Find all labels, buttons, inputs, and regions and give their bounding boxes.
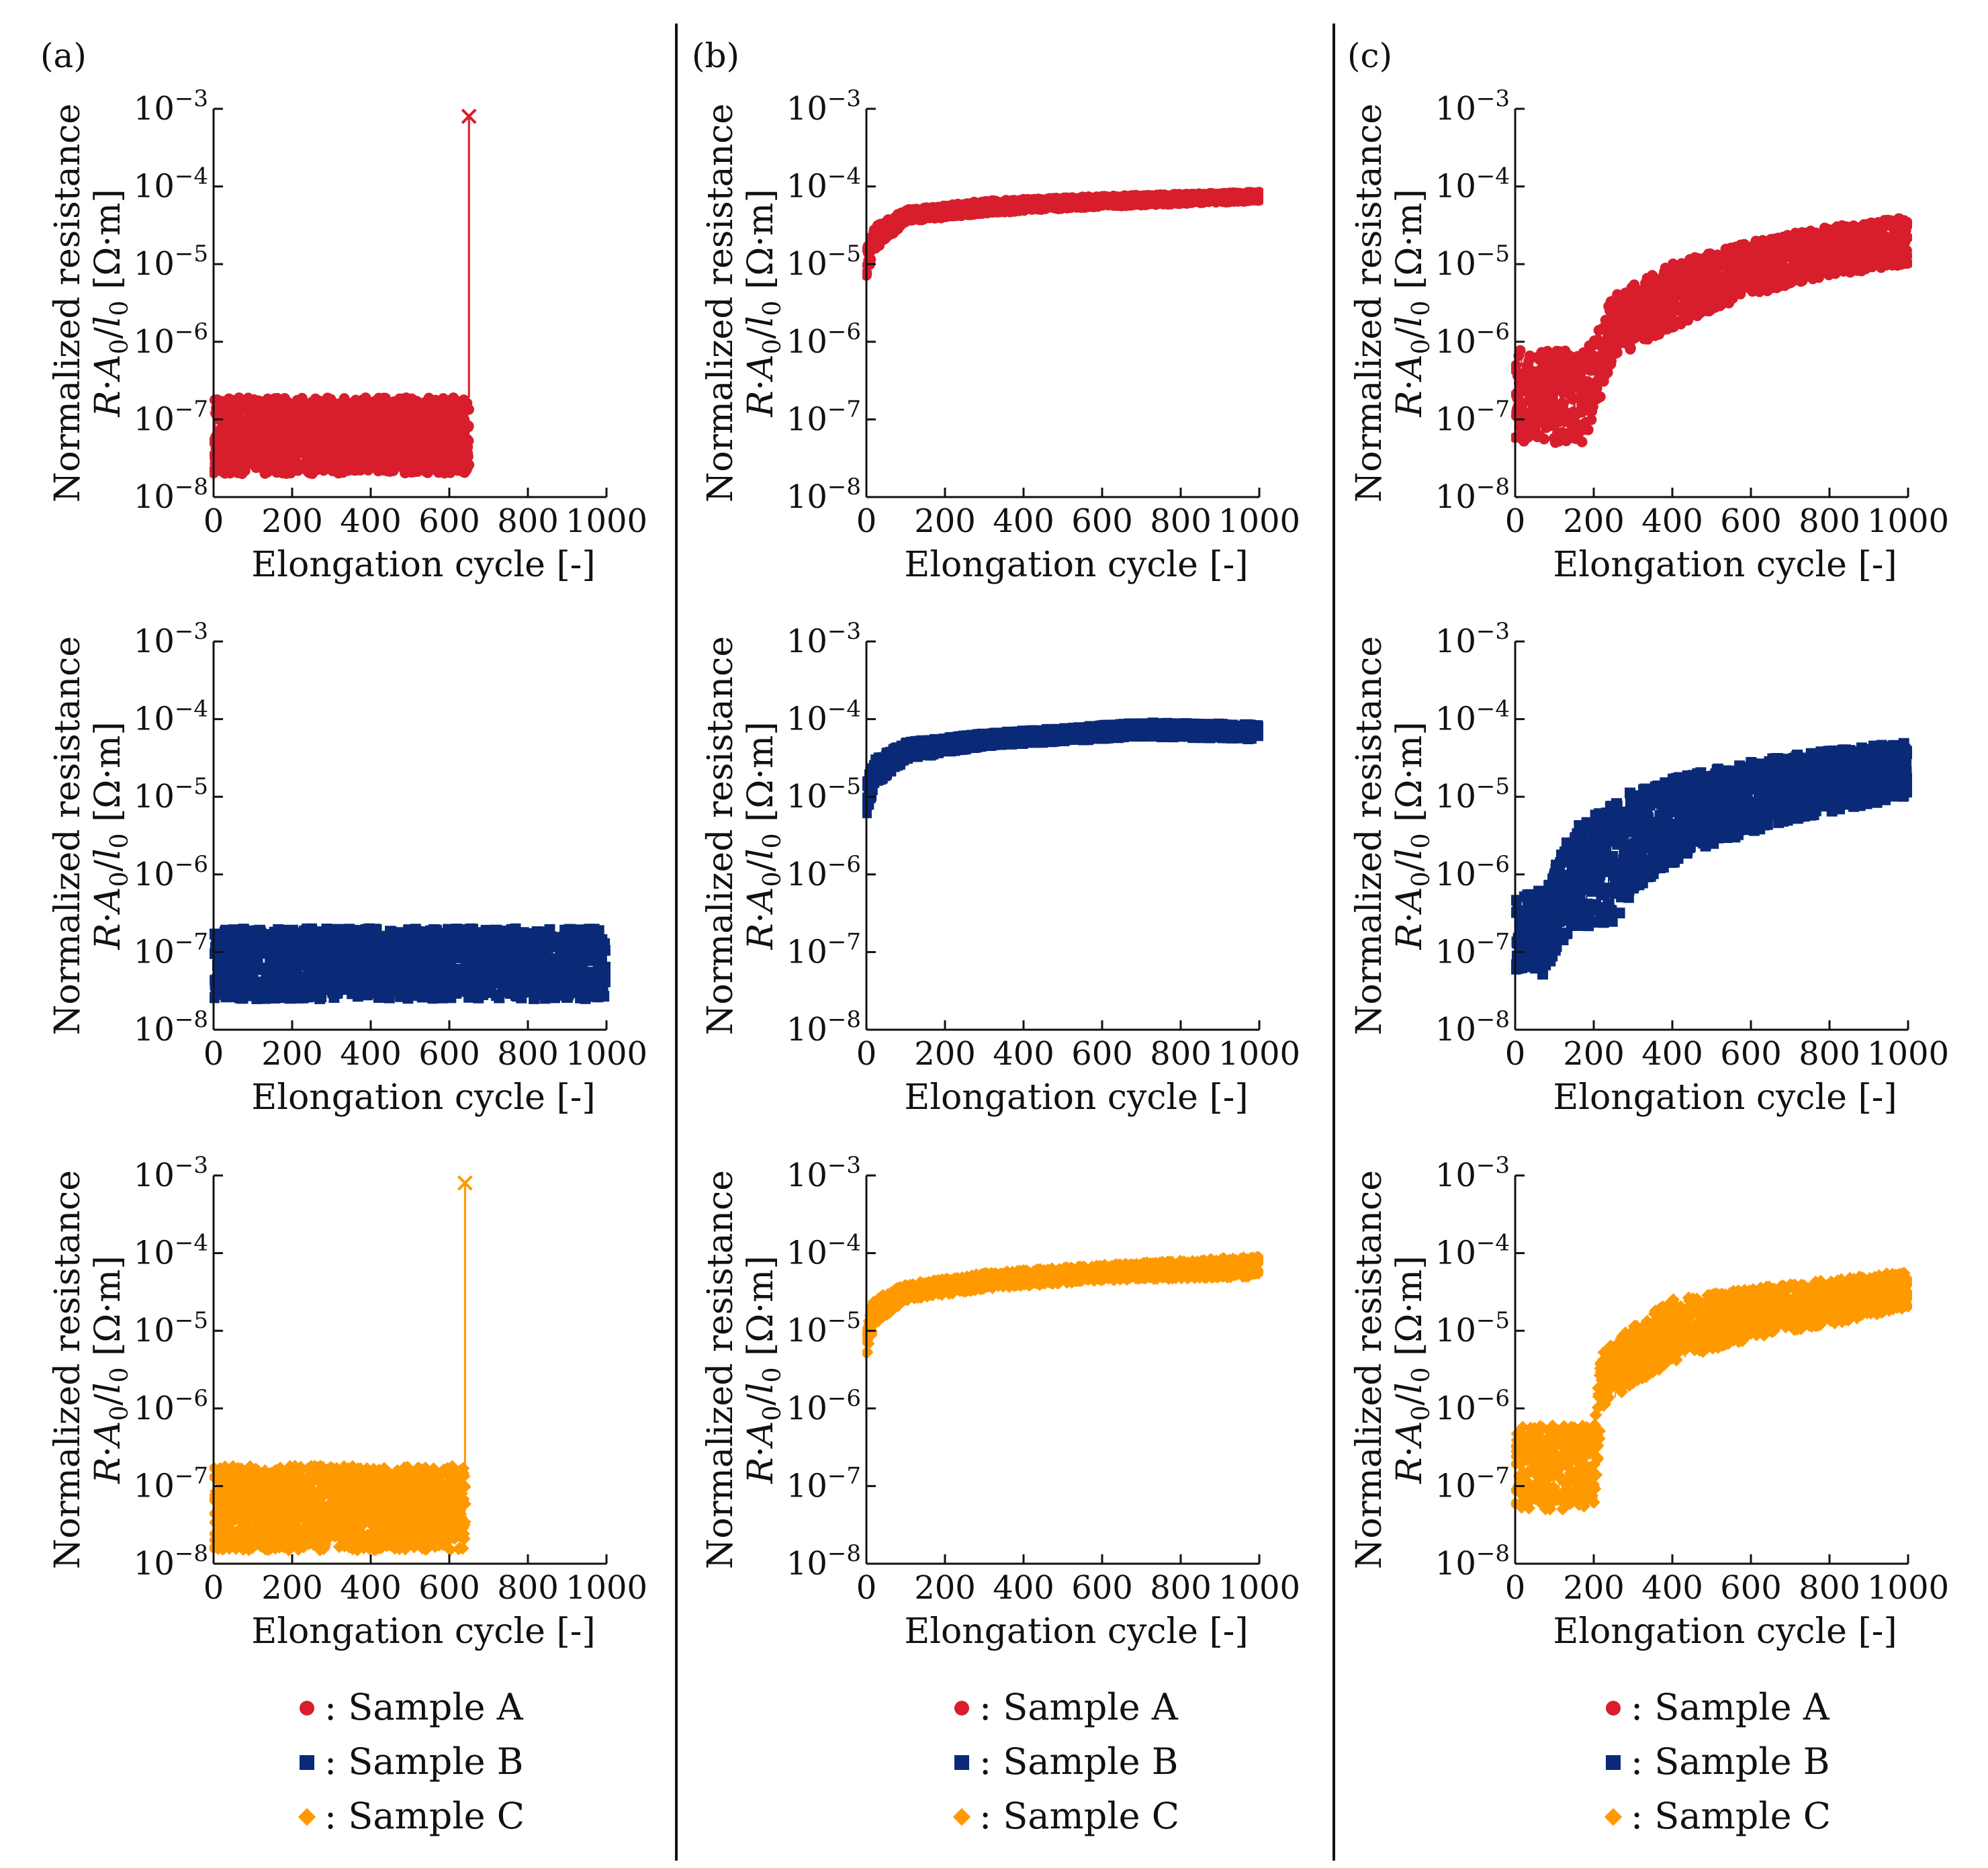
x-tick-label: 600 (418, 1569, 480, 1607)
y-tick-label: 10−5 (134, 1307, 208, 1349)
y-tick-label: 10−7 (134, 928, 208, 971)
y-axis-title: Normalized resistance (48, 636, 88, 1035)
failure-marker (461, 108, 477, 124)
x-tick-label: 0 (204, 502, 224, 540)
x-tick-label: 1000 (566, 1569, 647, 1607)
panel-a-C: 10−8 10−7 10−6 10−5 10−4 10−3 0 200 400 600 800 100… (48, 1152, 647, 1652)
x-tick-label: 800 (497, 1569, 559, 1607)
x-axis-title: Elongation cycle [-] (251, 1077, 595, 1118)
y-tick-label: 10−6 (134, 318, 208, 361)
y-tick-label: 10−8 (134, 1006, 208, 1049)
y-axis-title: Normalized resistance (48, 1170, 88, 1569)
y-tick-label: 10−6 (134, 851, 208, 893)
x-tick-label: 800 (497, 1035, 559, 1073)
series-a-A (210, 392, 475, 480)
y-tick-label: 10−3 (134, 1152, 208, 1194)
x-tick-label: 600 (418, 502, 480, 540)
y-tick-label: 10−4 (134, 1230, 208, 1272)
data-point (363, 464, 374, 476)
x-tick-label: 1000 (566, 502, 647, 540)
y-tick-label: 10−7 (134, 396, 208, 438)
x-tick-label: 0 (204, 1035, 224, 1073)
y-axis-subtitle: R·A0/l0 [Ω·m] (88, 721, 134, 950)
y-tick-label: 10−7 (134, 1462, 208, 1505)
y-tick-label: 10−8 (134, 1540, 208, 1583)
data-point (599, 944, 611, 956)
panels-layer: 10−810−710−610−510−410−30 200 400 600 800 100… (48, 85, 1949, 1652)
data-point (463, 420, 474, 432)
x-tick-label: 1000 (566, 1035, 647, 1073)
y-axis-subtitle: R·A0/l0 [Ω·m] (88, 189, 134, 417)
y-tick-label: 10−5 (134, 773, 208, 815)
series-b-A (862, 187, 1263, 281)
x-tick-label: 200 (261, 502, 323, 540)
x-tick-label: 400 (340, 1569, 402, 1607)
y-tick-label: 10−4 (134, 163, 208, 206)
y-axis-subtitle: R·A0/l0 [Ω·m] (88, 1255, 134, 1484)
data-point (598, 991, 610, 1002)
y-tick-label: 10−4 (134, 696, 208, 738)
series-a-C (210, 1460, 471, 1557)
x-tick-label: 200 (261, 1035, 323, 1073)
y-tick-label: 10−5 (134, 240, 208, 283)
panel-b-A: 10−810−710−610−510−410−30 200 400 600 800 100… (701, 85, 1300, 585)
x-tick-label: 600 (418, 1035, 480, 1073)
data-point (601, 962, 611, 973)
x-axis-title: Elongation cycle [-] (251, 545, 595, 585)
y-tick-label: 10−6 (134, 1385, 208, 1427)
y-tick-label: 10−3 (134, 85, 208, 128)
x-tick-label: 400 (340, 1035, 402, 1073)
series-a-B (210, 923, 611, 1004)
y-axis-title: Normalized resistance (48, 103, 88, 502)
y-tick-label: 10−8 (134, 474, 208, 516)
panel-a-B: 10−8 10−7 10−6 10−5 10−4 10−3 0 200 400 600 800 100… (48, 618, 647, 1118)
x-tick-label: 200 (261, 1569, 323, 1607)
panel-a-A: 10−8 10−7 10−6 10−5 10−4 10−3 0 200 400 600 800 100… (48, 85, 647, 585)
y-tick-label: 10−3 (134, 618, 208, 660)
x-axis-title: Elongation cycle [-] (251, 1611, 595, 1652)
x-tick-label: 400 (340, 502, 402, 540)
data-point (463, 404, 474, 415)
x-tick-label: 800 (497, 502, 559, 540)
data-point (463, 459, 475, 470)
x-tick-label: 0 (204, 1569, 224, 1607)
